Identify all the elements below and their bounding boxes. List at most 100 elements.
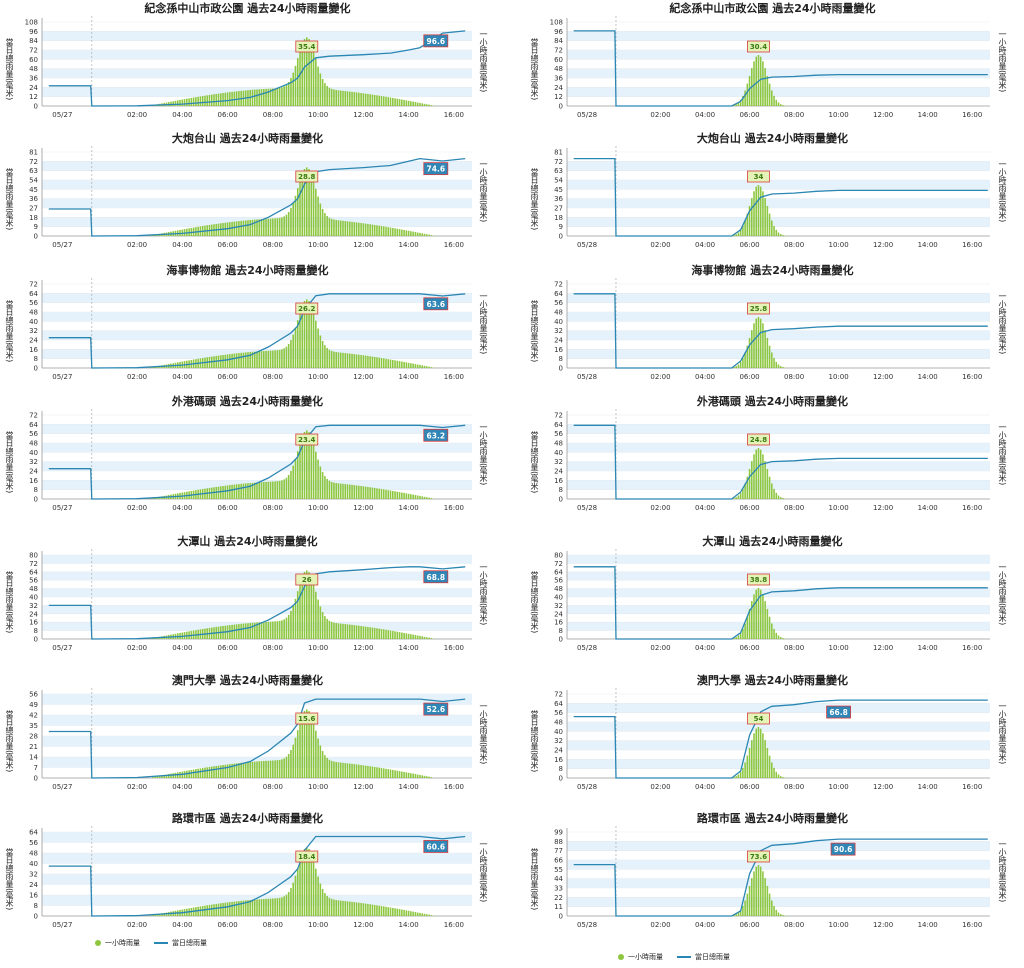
rain-bar (407, 910, 410, 916)
rain-bar (755, 866, 758, 916)
peak-label-box (747, 573, 770, 586)
y-axis-label-left: 當日總雨量(毫米) (530, 710, 539, 773)
rain-bar (294, 737, 297, 778)
y-tick-label: 0 (34, 365, 38, 373)
rain-bar (240, 220, 242, 236)
peak-label-box (295, 573, 319, 586)
y-tick-label: 16 (554, 477, 563, 485)
rain-bar (240, 352, 242, 368)
rain-bar (369, 766, 371, 778)
rain-bar (742, 225, 744, 236)
x-tick-label: 12:00 (353, 111, 373, 119)
rain-bar (253, 482, 256, 499)
y-axis-label-right: 一小時雨量(毫米) (479, 423, 488, 486)
rain-bar (369, 94, 371, 106)
chart-panel: 大炮台山 過去24小時雨量變化 當日總雨量(毫米) 一小時雨量(毫米) 0 9 18 27 3… (0, 130, 495, 258)
rain-bar (755, 589, 758, 639)
x-tick-label: 12:00 (873, 504, 893, 512)
x-tick-date: 05/28 (577, 241, 597, 249)
rain-bar (412, 911, 414, 916)
rain-bar (165, 774, 168, 778)
y-tick-label: 0 (559, 103, 563, 111)
rain-bar (319, 606, 322, 639)
rain-bar (371, 224, 374, 236)
rain-bar (154, 497, 156, 499)
x-tick-label: 12:00 (353, 373, 373, 381)
rain-bar (251, 482, 254, 499)
x-tick-label: 04:00 (695, 241, 715, 249)
rain-bar (746, 893, 749, 916)
y-tick-label: 80 (554, 552, 563, 560)
total-label: 66.8 (829, 708, 848, 717)
rain-bar (312, 50, 315, 106)
rain-bar (299, 443, 301, 499)
y-tick-label: 54 (29, 177, 38, 185)
rain-bar (387, 630, 390, 639)
y-axis-label-right: 一小時雨量(毫米) (479, 840, 488, 903)
y-tick-label: 84 (29, 37, 38, 45)
rain-bar (249, 351, 252, 368)
rain-bar (414, 635, 417, 639)
y-tick-label: 48 (554, 309, 563, 317)
legend-item-bar: 一小時雨量 (95, 938, 140, 948)
rain-bar (430, 105, 433, 106)
rain-bar (412, 231, 414, 236)
rain-bar (401, 771, 403, 778)
rain-bar (274, 88, 276, 106)
rain-bar (249, 219, 252, 236)
rain-bar (348, 353, 351, 368)
rain-bar (742, 628, 744, 639)
rain-bar (753, 191, 755, 236)
rain-bar (742, 95, 744, 106)
y-tick-label: 24 (29, 337, 38, 345)
x-tick-label: 02:00 (650, 504, 670, 512)
rain-bar (744, 220, 746, 236)
rain-bar (299, 312, 301, 368)
y-tick-label: 8 (559, 486, 563, 494)
rain-bar (303, 300, 306, 368)
total-label-box (423, 297, 449, 311)
y-tick-label: 16 (29, 477, 38, 485)
y-tick-label: 64 (554, 700, 563, 708)
rain-bar (744, 623, 746, 639)
y-tick-label: 32 (554, 602, 563, 610)
rain-bar (396, 908, 399, 916)
rain-bar (362, 903, 365, 916)
rain-bar (222, 485, 224, 499)
grid-band (567, 180, 990, 190)
y-tick-label: 56 (29, 299, 38, 307)
rain-bar (242, 220, 245, 236)
rain-bar (360, 903, 362, 916)
total-label-box (423, 428, 449, 442)
x-tick-label: 16:00 (962, 921, 982, 929)
peak-label: 26 (302, 576, 312, 584)
grid-band (567, 424, 990, 434)
y-tick-label: 48 (29, 65, 38, 73)
rain-bar (296, 58, 299, 106)
peak-label: 28.8 (298, 173, 315, 181)
rain-bar (389, 630, 392, 639)
rain-bar (355, 764, 358, 778)
x-tick-label: 08:00 (263, 241, 283, 249)
grid-band (567, 841, 990, 851)
grid-band (42, 31, 472, 41)
rain-bar (197, 96, 199, 106)
x-tick-label: 12:00 (873, 783, 893, 791)
rain-bar (312, 583, 315, 639)
rain-bar (317, 599, 319, 639)
rain-bar (167, 774, 170, 778)
rain-bar (342, 352, 344, 368)
rain-bar (156, 914, 159, 916)
y-axis-label-right: 一小時雨量(毫米) (998, 30, 1007, 93)
rain-bar (210, 94, 213, 106)
rain-bar (348, 221, 351, 236)
y-tick-label: 54 (554, 177, 563, 185)
rain-bar (324, 213, 326, 236)
rain-bar (753, 323, 755, 368)
rain-bar (229, 625, 231, 639)
y-tick-label: 21 (29, 743, 38, 751)
y-axis-label-left: 當日總雨量(毫米) (530, 300, 539, 363)
rain-bar (152, 638, 154, 639)
y-tick-label: 72 (554, 412, 563, 420)
x-tick-label: 16:00 (444, 111, 464, 119)
